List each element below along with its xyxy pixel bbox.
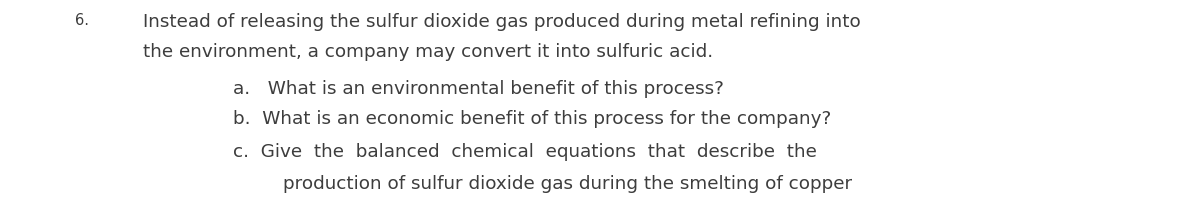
Text: c.  Give  the  balanced  chemical  equations  that  describe  the: c. Give the balanced chemical equations …	[233, 143, 817, 161]
Text: a.   What is an environmental benefit of this process?: a. What is an environmental benefit of t…	[233, 80, 724, 98]
Text: Instead of releasing the sulfur dioxide gas produced during metal refining into: Instead of releasing the sulfur dioxide …	[143, 13, 860, 31]
Text: 6.: 6.	[74, 13, 89, 28]
Text: b.  What is an economic benefit of this process for the company?: b. What is an economic benefit of this p…	[233, 110, 832, 128]
Text: the environment, a company may convert it into sulfuric acid.: the environment, a company may convert i…	[143, 43, 713, 61]
Text: production of sulfur dioxide gas during the smelting of copper: production of sulfur dioxide gas during …	[283, 175, 852, 193]
